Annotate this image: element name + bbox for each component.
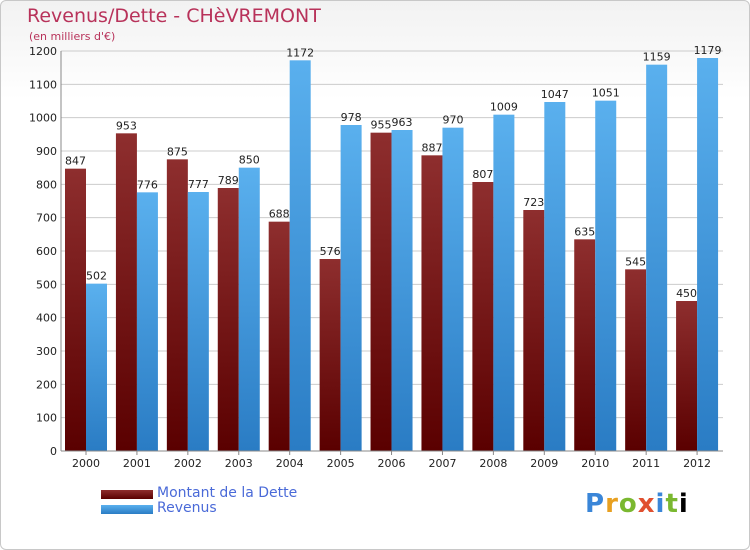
bar-revenue: [442, 127, 464, 452]
bar-revenue: [646, 64, 668, 451]
bar-revenue: [697, 58, 719, 451]
y-tick-label: 600: [36, 245, 57, 258]
value-label-revenue: 850: [239, 154, 260, 167]
x-tick-label: 2010: [581, 457, 609, 470]
value-label-revenue: 1179: [694, 44, 722, 57]
x-tick-label: 2006: [378, 457, 406, 470]
value-label-revenue: 502: [86, 270, 107, 283]
bar-debt: [676, 301, 698, 451]
value-label-debt: 955: [371, 119, 392, 132]
x-tick-label: 2007: [428, 457, 456, 470]
value-label-debt: 807: [472, 168, 493, 181]
value-label-debt: 688: [269, 208, 290, 221]
value-label-revenue: 1159: [643, 51, 671, 64]
value-label-revenue: 1009: [490, 101, 518, 114]
y-tick-label: 0: [50, 445, 57, 458]
y-tick-label: 1000: [29, 112, 57, 125]
value-label-debt: 723: [523, 196, 544, 209]
legend-swatch-debt: [101, 490, 153, 499]
y-tick-label: 900: [36, 145, 57, 158]
y-tick-label: 500: [36, 278, 57, 291]
value-label-debt: 847: [65, 155, 86, 168]
x-tick-label: 2003: [225, 457, 253, 470]
x-tick-label: 2009: [530, 457, 558, 470]
value-label-revenue: 963: [392, 116, 413, 129]
chart-title: Revenus/Dette - CHèVREMONT: [27, 5, 321, 27]
y-tick-label: 700: [36, 212, 57, 225]
value-label-debt: 545: [625, 255, 646, 268]
chart-subtitle: (en milliers d'€): [29, 30, 116, 43]
value-label-revenue: 1051: [592, 87, 620, 100]
value-label-revenue: 777: [188, 178, 209, 191]
bar-revenue: [340, 125, 362, 451]
value-label-debt: 450: [676, 287, 697, 300]
bar-debt: [523, 210, 545, 451]
bar-revenue: [136, 192, 158, 452]
x-tick-label: 2012: [683, 457, 711, 470]
y-tick-label: 1100: [29, 78, 57, 91]
bar-revenue: [391, 130, 413, 451]
bar-debt: [472, 182, 494, 451]
legend-label-revenue: Revenus: [157, 500, 217, 516]
bar-debt: [268, 221, 290, 451]
x-tick-label: 2002: [174, 457, 202, 470]
value-label-revenue: 970: [442, 114, 463, 127]
bar-revenue: [238, 167, 260, 451]
x-tick-label: 2000: [72, 457, 100, 470]
bar-debt: [166, 159, 188, 452]
value-label-debt: 789: [218, 174, 239, 187]
x-tick-label: 2011: [632, 457, 660, 470]
bar-debt: [421, 155, 443, 452]
y-tick-label: 100: [36, 412, 57, 425]
legend-label-debt: Montant de la Dette: [157, 485, 298, 501]
value-label-debt: 953: [116, 119, 137, 132]
value-label-revenue: 776: [137, 178, 158, 191]
legend-swatch-revenue: [101, 505, 153, 514]
y-tick-label: 800: [36, 178, 57, 191]
y-tick-label: 200: [36, 378, 57, 391]
bar-revenue: [544, 102, 566, 451]
x-tick-label: 2008: [479, 457, 507, 470]
proxiti-logo: Proxiti: [585, 489, 689, 519]
x-tick-label: 2001: [123, 457, 151, 470]
bar-debt: [319, 259, 341, 451]
bar-revenue: [187, 192, 209, 451]
bar-debt: [574, 239, 596, 451]
bar-debt: [625, 269, 647, 451]
x-tick-label: 2004: [276, 457, 304, 470]
value-label-revenue: 978: [341, 111, 362, 124]
bar-revenue: [86, 283, 107, 451]
value-label-debt: 887: [421, 141, 442, 154]
value-label-debt: 576: [320, 245, 341, 258]
bar-debt: [217, 188, 239, 451]
bar-revenue: [595, 100, 617, 452]
value-label-revenue: 1172: [286, 46, 314, 59]
bar-debt: [370, 132, 392, 451]
bar-debt: [65, 168, 86, 451]
value-label-debt: 635: [574, 225, 595, 238]
y-tick-label: 1200: [29, 45, 57, 58]
bar-revenue: [493, 114, 515, 452]
bar-debt: [115, 133, 137, 452]
y-tick-label: 300: [36, 345, 57, 358]
value-label-debt: 875: [167, 145, 188, 158]
bar-revenue: [289, 60, 311, 451]
x-tick-label: 2005: [327, 457, 355, 470]
y-tick-label: 400: [36, 312, 57, 325]
value-label-revenue: 1047: [541, 88, 569, 101]
